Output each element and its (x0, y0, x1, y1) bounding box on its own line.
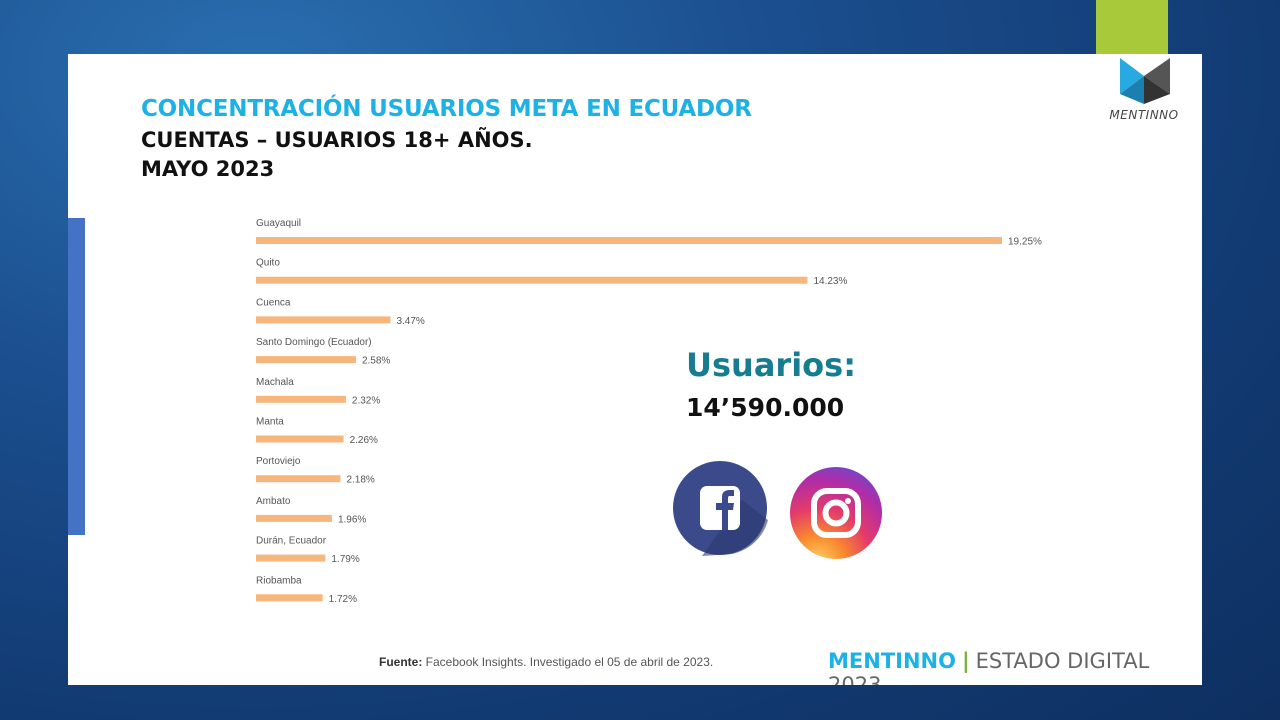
source-prefix: Fuente: (379, 655, 423, 669)
category-label: Ambato (256, 496, 291, 507)
value-label: 2.26% (350, 435, 378, 446)
bar (256, 276, 808, 284)
bar (256, 237, 1002, 244)
chart-title: CONCENTRACIÓN USUARIOS META EN ECUADOR (141, 96, 752, 122)
footer: MENTINNO | ESTADO DIGITAL 2023 (828, 649, 1202, 685)
bar (256, 395, 346, 403)
category-label: Durán, Ecuador (256, 536, 327, 547)
facebook-icon (673, 461, 768, 556)
bar (256, 514, 332, 522)
bar (256, 554, 326, 562)
category-label: Quito (256, 258, 280, 269)
value-label: 2.32% (352, 395, 380, 406)
category-label: Guayaquil (256, 218, 301, 229)
value-label: 1.96% (338, 514, 366, 525)
chart-subtitle: CUENTAS – USUARIOS 18+ AÑOS. (141, 128, 533, 152)
side-accent-bar (68, 218, 85, 535)
bar-chart: Guayaquil 19.25% Quito 14.23% Cuenca 3.47% San… (256, 218, 1042, 605)
category-label: Santo Domingo (Ecuador) (256, 337, 372, 348)
category-label: Portoviejo (256, 456, 301, 467)
value-label: 3.47% (396, 316, 424, 327)
bar (256, 356, 356, 364)
mentinno-logo-icon (1120, 58, 1170, 104)
chart-date: MAYO 2023 (141, 157, 275, 181)
bar (256, 475, 341, 483)
green-corner-tab (1096, 0, 1168, 54)
category-label: Cuenca (256, 297, 291, 308)
bar (256, 594, 323, 602)
footer-subtitle: ESTADO DIGITAL 2023 (828, 649, 1150, 685)
category-label: Manta (256, 417, 284, 428)
bar (256, 435, 344, 443)
instagram-icon (790, 467, 882, 559)
value-label: 14.23% (813, 276, 847, 287)
value-label: 2.58% (362, 356, 390, 367)
value-label: 1.79% (331, 554, 359, 565)
source-text: Facebook Insights. Investigado el 05 de … (422, 655, 714, 669)
source-note: Fuente: Facebook Insights. Investigado e… (379, 655, 713, 669)
bar (256, 316, 391, 324)
users-value: 14’590.000 (686, 393, 845, 422)
value-label: 19.25% (1008, 237, 1042, 248)
category-label: Machala (256, 377, 294, 388)
footer-separator: | (961, 649, 970, 673)
value-label: 1.72% (329, 594, 357, 605)
users-label: Usuarios: (686, 346, 856, 384)
category-label: Riobamba (256, 575, 302, 586)
logo-text: MENTINNO (1109, 108, 1179, 122)
slide: MENTINNO CONCENTRACIÓN USUARIOS META EN … (68, 54, 1202, 685)
footer-brand: MENTINNO (828, 649, 956, 673)
value-label: 2.18% (346, 475, 374, 486)
